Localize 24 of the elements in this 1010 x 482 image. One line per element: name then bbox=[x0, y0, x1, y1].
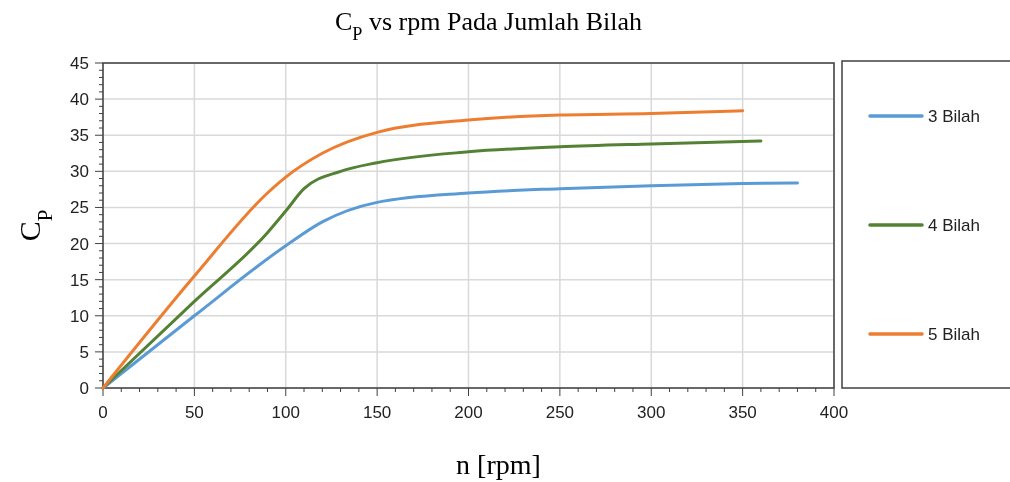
x-tick-label: 400 bbox=[819, 403, 849, 422]
x-tick-label: 200 bbox=[454, 403, 483, 422]
x-tick-label: 250 bbox=[545, 403, 575, 422]
y-tick-label: 0 bbox=[79, 379, 89, 398]
y-tick-label: 10 bbox=[70, 306, 89, 326]
y-tick-label: 30 bbox=[70, 162, 89, 182]
x-tick-label: 350 bbox=[728, 403, 757, 422]
x-tick-label: 0 bbox=[98, 403, 108, 422]
y-tick-label: 5 bbox=[79, 342, 89, 362]
x-tick-label: 150 bbox=[362, 403, 392, 422]
x-tick-label: 50 bbox=[184, 403, 204, 422]
y-tick-label: 35 bbox=[70, 126, 89, 146]
y-tick-label: 25 bbox=[70, 198, 89, 218]
y-tick-label: 15 bbox=[70, 270, 89, 290]
legend-label: 5 Bilah bbox=[928, 325, 980, 344]
x-tick-label: 100 bbox=[271, 403, 300, 422]
x-tick-label: 300 bbox=[637, 403, 666, 422]
y-tick-label: 40 bbox=[70, 90, 89, 110]
legend-label: 4 Bilah bbox=[928, 216, 980, 235]
x-axis-title: n [rpm] bbox=[456, 449, 541, 480]
chart-title: C$_{P}$ vs rpm Pada Jumlah Bilah bbox=[335, 7, 642, 44]
legend-label: 3 Bilah bbox=[928, 107, 980, 126]
y-tick-label: 20 bbox=[70, 234, 89, 254]
y-tick-label: 45 bbox=[70, 54, 89, 73]
